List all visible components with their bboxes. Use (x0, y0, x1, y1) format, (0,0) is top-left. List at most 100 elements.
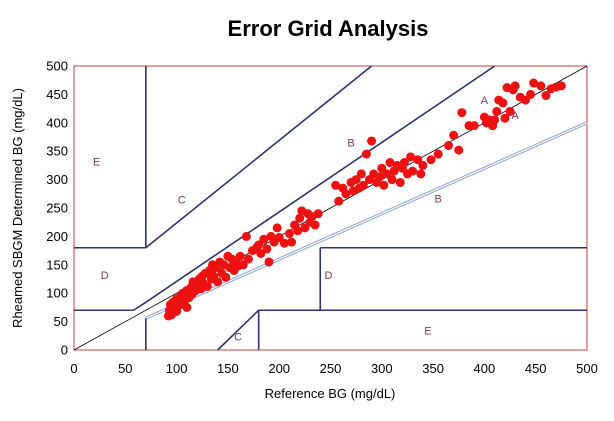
x-tick-label: 100 (166, 361, 188, 376)
x-axis-label: Reference BG (mg/dL) (265, 386, 396, 401)
x-tick-label: 250 (320, 361, 342, 376)
data-point (259, 234, 269, 244)
data-point (526, 89, 536, 99)
y-tick-label: 300 (46, 172, 68, 187)
data-point (358, 180, 368, 190)
zone-labels: A A B B C C D D E E (93, 95, 520, 343)
data-point (418, 160, 428, 170)
data-point (331, 180, 341, 190)
x-axis-ticks: 0 50 100 150 200 250 300 350 400 450 500 (70, 361, 597, 376)
zone-d-step (133, 301, 147, 311)
data-point (379, 180, 389, 190)
data-point (262, 244, 272, 254)
x-tick-label: 400 (474, 361, 496, 376)
identity-line (73, 65, 588, 351)
data-point (341, 189, 351, 199)
x-tick-label: 300 (371, 361, 393, 376)
data-point (313, 209, 323, 219)
zone-label: A (481, 95, 489, 107)
y-tick-label: 100 (46, 286, 68, 301)
data-point (356, 169, 366, 179)
x-tick-label: 500 (576, 361, 598, 376)
data-point (395, 177, 405, 187)
data-point (500, 113, 510, 123)
y-tick-label: 150 (46, 257, 68, 272)
data-point (541, 91, 551, 101)
y-tick-label: 350 (46, 144, 68, 159)
y-tick-label: 400 (46, 115, 68, 130)
data-point (287, 237, 297, 247)
y-tick-label: 250 (46, 201, 68, 216)
data-point (279, 238, 289, 248)
zone-label: B (435, 193, 442, 205)
data-point (361, 149, 371, 159)
zone-label: A (512, 110, 520, 122)
data-point (490, 115, 500, 125)
x-tick-label: 450 (525, 361, 547, 376)
data-point (469, 121, 479, 131)
data-point (256, 248, 266, 258)
data-point (235, 251, 245, 261)
data-point (492, 106, 502, 116)
data-point (387, 175, 397, 185)
x-tick-label: 150 (217, 361, 239, 376)
data-point (293, 226, 303, 236)
data-point (221, 272, 231, 282)
data-point (443, 141, 453, 151)
data-point (457, 108, 467, 118)
y-tick-label: 200 (46, 229, 68, 244)
data-point (310, 220, 320, 230)
x-tick-label: 0 (70, 361, 77, 376)
data-point (272, 223, 282, 233)
data-point (295, 213, 305, 223)
data-point (426, 155, 436, 165)
data-point (449, 130, 459, 140)
zone-label: E (424, 326, 431, 338)
y-tick-label: 50 (54, 314, 68, 329)
data-point (433, 149, 443, 159)
zone-label: B (347, 138, 354, 150)
data-point (498, 98, 508, 108)
y-tick-label: 450 (46, 87, 68, 102)
data-point (385, 158, 395, 168)
y-tick-label: 500 (46, 59, 68, 74)
x-tick-label: 200 (268, 361, 290, 376)
y-tick-label: 0 (61, 343, 68, 358)
data-point (416, 169, 426, 179)
data-point (556, 81, 566, 91)
data-point (334, 196, 344, 206)
data-point (182, 302, 192, 312)
zone-label: D (324, 270, 332, 282)
data-point (399, 158, 409, 168)
zone-a-b-upper-line (145, 65, 496, 303)
data-point (213, 277, 223, 287)
x-tick-label: 50 (118, 361, 132, 376)
data-point (202, 281, 212, 291)
y-axis-label: Rheamed SBGM Determined BG (mg/dL) (10, 88, 25, 328)
data-point (375, 172, 385, 182)
chart-title: Error Grid Analysis (228, 16, 429, 41)
data-point (264, 257, 274, 267)
zone-c-lower-diagonal (217, 309, 260, 351)
zone-b-c-upper-line (145, 65, 373, 249)
y-axis-ticks: 0 50 100 150 200 250 300 350 400 450 500 (46, 59, 68, 358)
data-point (243, 254, 253, 264)
x-tick-label: 350 (422, 361, 444, 376)
data-point (367, 136, 377, 146)
data-point (406, 152, 416, 162)
data-point (505, 106, 515, 116)
data-point (529, 78, 539, 88)
data-points (163, 78, 566, 321)
plot-frame (73, 65, 588, 351)
zone-label: E (93, 156, 100, 168)
zone-label: D (101, 270, 109, 282)
data-point (284, 229, 294, 239)
data-point (510, 81, 520, 91)
zone-label: C (234, 331, 242, 343)
data-point (536, 81, 546, 91)
data-point (454, 145, 464, 155)
data-point (408, 166, 418, 176)
data-point (241, 231, 251, 241)
zone-label: C (178, 194, 186, 206)
